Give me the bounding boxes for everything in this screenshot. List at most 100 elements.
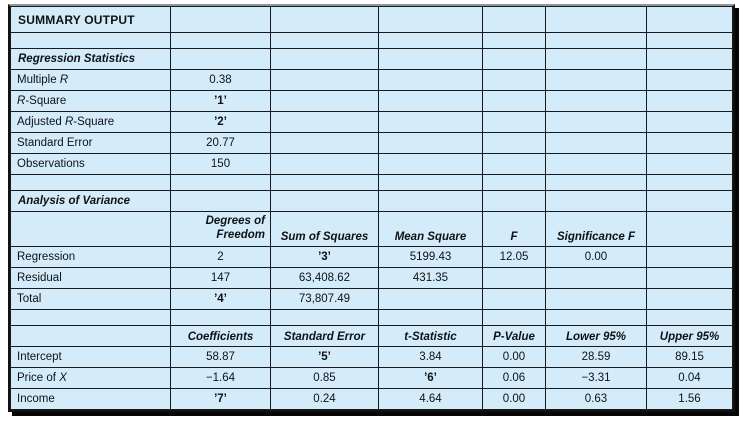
header-upper-95: Upper 95% — [646, 325, 733, 347]
empty-cell — [646, 90, 733, 112]
intercept-t-value: 3.84 — [378, 346, 483, 368]
income-lower95-value: 0.63 — [545, 388, 647, 410]
anova-total-row: Total ’4’ 73,807.49 — [10, 288, 733, 310]
empty-cell — [170, 6, 271, 33]
summary-output-title: SUMMARY OUTPUT — [10, 6, 171, 33]
anova-header-f: F — [482, 211, 546, 247]
empty-cell — [646, 32, 733, 49]
residual-df-value: 147 — [170, 267, 271, 289]
regression-statistics-heading: Regression Statistics — [10, 48, 171, 70]
price-of-x-row: Price of X −1.64 0.85 ’6’ 0.06 −3.31 0.0… — [10, 367, 733, 389]
empty-cell — [482, 48, 546, 70]
anova-regression-label: Regression — [10, 246, 171, 268]
summary-output-table: SUMMARY OUTPUT Regression Statistics Mul… — [8, 4, 735, 412]
empty-cell — [378, 309, 483, 326]
empty-cell — [10, 211, 171, 247]
empty-cell — [378, 132, 483, 154]
empty-cell — [646, 309, 733, 326]
empty-cell — [545, 111, 647, 133]
empty-cell — [378, 111, 483, 133]
blank-row — [10, 309, 733, 326]
observations-row: Observations 150 — [10, 153, 733, 175]
empty-cell — [545, 69, 647, 91]
coefficients-header-row: Coefficients Standard Error t-Statistic … — [10, 325, 733, 347]
empty-cell — [170, 174, 271, 191]
anova-header-significance-f: Significance F — [545, 211, 647, 247]
price-p-value: 0.06 — [482, 367, 546, 389]
blank-row — [10, 174, 733, 191]
multiple-r-label: Multiple R — [10, 69, 171, 91]
anova-header-mean-square: Mean Square — [378, 211, 483, 247]
empty-cell — [10, 309, 171, 326]
empty-cell — [545, 32, 647, 49]
standard-error-row: Standard Error 20.77 — [10, 132, 733, 154]
standard-error-label: Standard Error — [10, 132, 171, 154]
price-upper95-value: 0.04 — [646, 367, 733, 389]
residual-sig-f-cell — [545, 267, 647, 289]
empty-cell — [270, 190, 379, 212]
anova-header-degrees-of-freedom: Degrees of Freedom — [170, 211, 271, 247]
empty-cell — [482, 69, 546, 91]
empty-cell — [646, 6, 733, 33]
empty-cell — [545, 90, 647, 112]
price-lower95-value: −3.31 — [545, 367, 647, 389]
intercept-coef-value: 58.87 — [170, 346, 271, 368]
total-f-cell — [482, 288, 546, 310]
empty-cell — [646, 153, 733, 175]
empty-cell — [270, 132, 379, 154]
header-t-statistic: t-Statistic — [378, 325, 483, 347]
empty-cell — [482, 309, 546, 326]
adjusted-r-square-value-placeholder: ’2’ — [170, 111, 271, 133]
empty-cell — [378, 174, 483, 191]
empty-cell — [270, 48, 379, 70]
empty-cell — [378, 190, 483, 212]
residual-ms-value: 431.35 — [378, 267, 483, 289]
regression-df-value: 2 — [170, 246, 271, 268]
anova-header-row: Degrees of Freedom Sum of Squares Mean S… — [10, 211, 733, 247]
empty-cell — [482, 32, 546, 49]
intercept-se-placeholder: ’5’ — [270, 346, 379, 368]
empty-cell — [378, 153, 483, 175]
empty-cell — [482, 90, 546, 112]
empty-cell — [270, 174, 379, 191]
r-square-value-placeholder: ’1’ — [170, 90, 271, 112]
empty-cell — [545, 174, 647, 191]
empty-cell — [270, 69, 379, 91]
regression-ss-placeholder: ’3’ — [270, 246, 379, 268]
blank-row — [10, 32, 733, 49]
empty-cell — [482, 6, 546, 33]
empty-cell — [646, 48, 733, 70]
total-ms-cell — [378, 288, 483, 310]
income-upper95-value: 1.56 — [646, 388, 733, 410]
anova-regression-row: Regression 2 ’3’ 5199.43 12.05 0.00 — [10, 246, 733, 268]
multiple-r-row: Multiple R 0.38 — [10, 69, 733, 91]
empty-cell — [270, 6, 379, 33]
spreadsheet-grid: SUMMARY OUTPUT Regression Statistics Mul… — [10, 6, 733, 410]
observations-label: Observations — [10, 153, 171, 175]
empty-cell — [646, 246, 733, 268]
anova-total-label: Total — [10, 288, 171, 310]
empty-cell — [646, 69, 733, 91]
empty-cell — [10, 174, 171, 191]
income-coef-placeholder: ’7’ — [170, 388, 271, 410]
empty-cell — [646, 267, 733, 289]
empty-cell — [170, 48, 271, 70]
anova-residual-row: Residual 147 63,408.62 431.35 — [10, 267, 733, 289]
residual-f-cell — [482, 267, 546, 289]
empty-cell — [378, 69, 483, 91]
residual-ss-value: 63,408.62 — [270, 267, 379, 289]
regression-f-value: 12.05 — [482, 246, 546, 268]
empty-cell — [378, 6, 483, 33]
total-ss-value: 73,807.49 — [270, 288, 379, 310]
empty-cell — [270, 153, 379, 175]
adjusted-r-square-label: Adjusted R-Square — [10, 111, 171, 133]
empty-cell — [482, 132, 546, 154]
regression-statistics-section-row: Regression Statistics — [10, 48, 733, 70]
income-row: Income ’7’ 0.24 4.64 0.00 0.63 1.56 — [10, 388, 733, 410]
empty-cell — [10, 32, 171, 49]
intercept-lower95-value: 28.59 — [545, 346, 647, 368]
multiple-r-value: 0.38 — [170, 69, 271, 91]
empty-cell — [646, 132, 733, 154]
empty-cell — [646, 190, 733, 212]
empty-cell — [378, 32, 483, 49]
